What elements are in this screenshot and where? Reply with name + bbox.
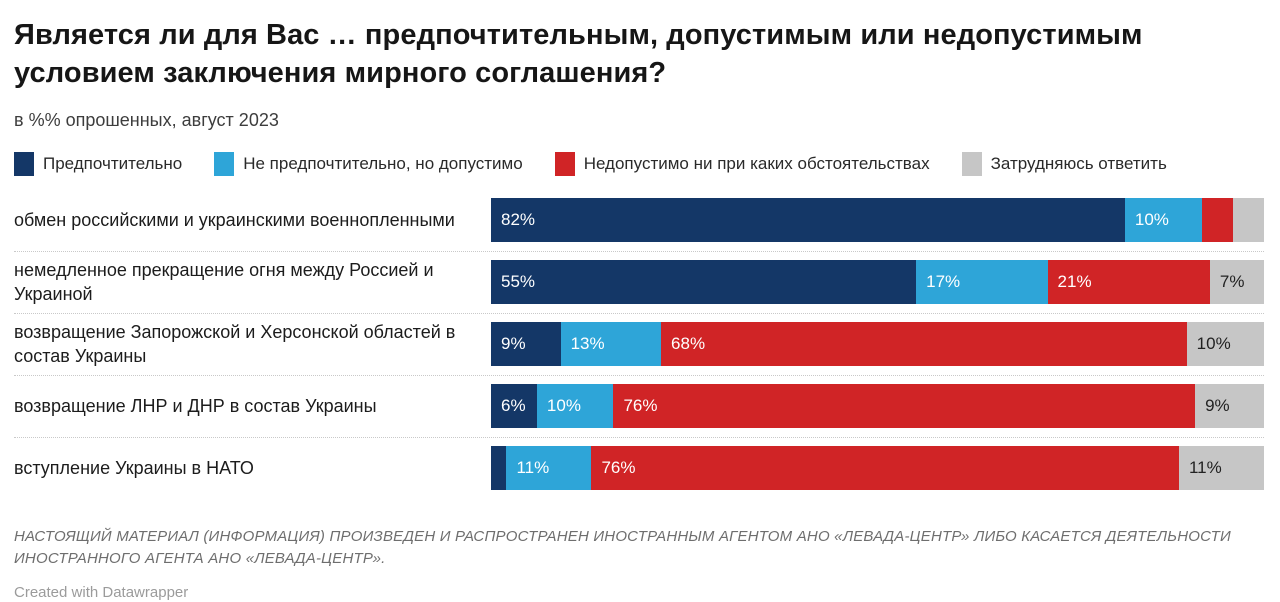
legend-item: Предпочтительно bbox=[14, 151, 183, 176]
bar-segment: 76% bbox=[591, 446, 1179, 491]
bar-segment: 6% bbox=[491, 384, 537, 429]
legend-swatch-icon bbox=[14, 151, 34, 176]
bar-segment: 76% bbox=[613, 384, 1196, 429]
chart-row: возвращение Запорожской и Херсонской обл… bbox=[14, 314, 1264, 376]
bar-segment: 17% bbox=[916, 260, 1048, 305]
stacked-bar-chart: обмен российскими и украинскими военнопл… bbox=[14, 190, 1264, 499]
bar-segment: 21% bbox=[1047, 260, 1210, 305]
chart-row: обмен российскими и украинскими военнопл… bbox=[14, 190, 1264, 252]
legend-swatch-icon bbox=[554, 151, 575, 176]
stacked-bar: 82% 10% bbox=[491, 198, 1264, 243]
bar-segment: 68% bbox=[661, 322, 1187, 367]
bar-segment: 10% bbox=[536, 384, 614, 429]
chart-subtitle: в %% опрошенных, август 2023 bbox=[14, 109, 279, 130]
bar-value-label: 9% bbox=[1205, 396, 1230, 416]
bar-value-label: 11% bbox=[1188, 458, 1222, 478]
bar-segment: 10% bbox=[1124, 198, 1203, 243]
bar-value-label: 68% bbox=[671, 334, 706, 354]
stacked-bar: 6% 10% 76% 9% bbox=[491, 384, 1264, 429]
bar-segment bbox=[1233, 198, 1264, 243]
bar-value-label: 13% bbox=[570, 334, 605, 354]
stacked-bar: 55% 17% 21% 7% bbox=[491, 260, 1264, 305]
bar-value-label: 7% bbox=[1219, 272, 1245, 292]
bar-value-label: 10% bbox=[1134, 210, 1169, 230]
row-label: возвращение ЛНР и ДНР в состав Украины bbox=[14, 395, 377, 416]
bar-segment bbox=[491, 446, 507, 491]
legend-label: Предпочтительно bbox=[43, 153, 183, 173]
chart-row: немедленное прекращение огня между Росси… bbox=[14, 252, 1264, 314]
bar-value-label: 10% bbox=[1196, 334, 1231, 354]
legend: Предпочтительно Не предпочтительно, но до… bbox=[14, 151, 1264, 176]
bar-value-label: 9% bbox=[501, 334, 526, 354]
bar-segment: 82% bbox=[491, 198, 1125, 243]
foreign-agent-notice: НАСТОЯЩИЙ МАТЕРИАЛ (ИНФОРМАЦИЯ) ПРОИЗВЕД… bbox=[14, 527, 1231, 568]
legend-item: Недопустимо ни при каких обстоятельствах bbox=[554, 151, 930, 176]
row-label: возвращение Запорожской и Херсонской обл… bbox=[14, 321, 456, 367]
bar-segment: 11% bbox=[1178, 446, 1264, 491]
legend-label: Недопустимо ни при каких обстоятельствах bbox=[583, 153, 930, 173]
bar-segment: 9% bbox=[491, 322, 561, 367]
stacked-bar: 11% 76% 11% bbox=[491, 446, 1264, 491]
legend-item: Затрудняюсь ответить bbox=[961, 151, 1167, 176]
bar-value-label: 76% bbox=[623, 396, 658, 416]
datawrapper-credit-link[interactable]: Created with Datawrapper bbox=[14, 583, 189, 601]
bar-segment: 11% bbox=[506, 446, 592, 491]
legend-label: Не предпочтительно, но допустимо bbox=[243, 153, 523, 173]
bar-segment: 13% bbox=[560, 322, 662, 367]
chart-row: возвращение ЛНР и ДНР в состав Украины 6%… bbox=[14, 376, 1264, 438]
bar-value-label: 10% bbox=[546, 396, 581, 416]
bar-segment: 9% bbox=[1195, 384, 1264, 429]
bar-segment bbox=[1202, 198, 1234, 243]
bar-value-label: 17% bbox=[926, 272, 961, 292]
bar-segment: 7% bbox=[1209, 260, 1264, 305]
legend-item: Не предпочтительно, но допустимо bbox=[214, 151, 523, 176]
row-label: вступление Украины в НАТО bbox=[14, 457, 254, 478]
chart-row: вступление Украины в НАТО 11% 76% 11% bbox=[14, 438, 1264, 499]
row-label: обмен российскими и украинскими военнопл… bbox=[14, 209, 455, 230]
legend-label: Затрудняюсь ответить bbox=[990, 153, 1167, 173]
bar-segment: 10% bbox=[1186, 322, 1264, 367]
bar-segment: 55% bbox=[491, 260, 917, 305]
bar-value-label: 76% bbox=[601, 458, 636, 478]
bar-value-label: 21% bbox=[1057, 272, 1092, 292]
legend-swatch-icon bbox=[961, 151, 982, 176]
bar-value-label: 82% bbox=[501, 210, 536, 230]
bar-value-label: 55% bbox=[501, 272, 536, 292]
bar-value-label: 6% bbox=[501, 396, 526, 416]
bar-value-label: 11% bbox=[516, 458, 550, 478]
stacked-bar: 9% 13% 68% 10% bbox=[491, 322, 1264, 367]
chart-title: Является ли для Вас … предпочтительным, … bbox=[14, 19, 1143, 90]
row-label: немедленное прекращение огня между Росси… bbox=[14, 259, 434, 305]
legend-swatch-icon bbox=[214, 151, 235, 176]
